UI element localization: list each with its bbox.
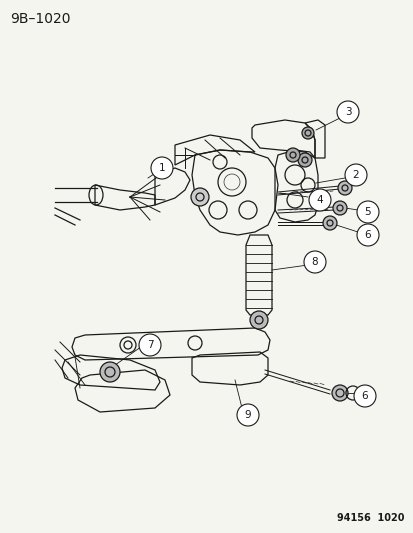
Circle shape: [356, 224, 378, 246]
Text: 6: 6: [361, 391, 368, 401]
Text: 4: 4: [316, 195, 323, 205]
Text: 7: 7: [146, 340, 153, 350]
Circle shape: [249, 311, 267, 329]
Circle shape: [151, 157, 173, 179]
Text: 9: 9: [244, 410, 251, 420]
Circle shape: [336, 101, 358, 123]
Text: 5: 5: [364, 207, 370, 217]
Circle shape: [297, 153, 311, 167]
Circle shape: [332, 201, 346, 215]
Circle shape: [331, 385, 347, 401]
Text: 94156  1020: 94156 1020: [337, 513, 404, 523]
Circle shape: [303, 251, 325, 273]
Circle shape: [190, 188, 209, 206]
Text: 1: 1: [158, 163, 165, 173]
Text: 6: 6: [364, 230, 370, 240]
Circle shape: [353, 385, 375, 407]
Text: 8: 8: [311, 257, 318, 267]
Circle shape: [356, 201, 378, 223]
Text: 9B–1020: 9B–1020: [10, 12, 70, 26]
Circle shape: [100, 362, 120, 382]
Circle shape: [337, 181, 351, 195]
Circle shape: [301, 127, 313, 139]
Circle shape: [285, 148, 299, 162]
Circle shape: [139, 334, 161, 356]
Circle shape: [236, 404, 259, 426]
Circle shape: [322, 216, 336, 230]
Text: 3: 3: [344, 107, 351, 117]
Circle shape: [344, 164, 366, 186]
Circle shape: [308, 189, 330, 211]
Text: 2: 2: [352, 170, 358, 180]
